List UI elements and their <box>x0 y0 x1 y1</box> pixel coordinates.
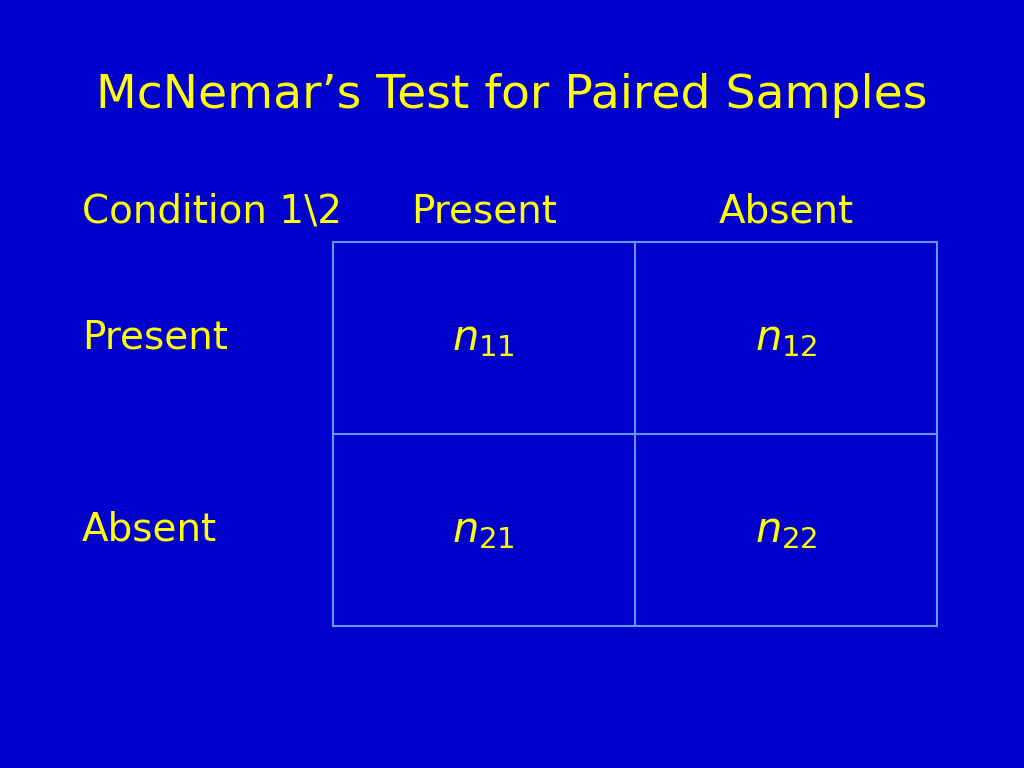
Text: Condition 1\2: Condition 1\2 <box>82 192 342 230</box>
Text: $n_{12}$: $n_{12}$ <box>755 317 817 359</box>
Text: $n_{22}$: $n_{22}$ <box>755 509 817 551</box>
Text: Absent: Absent <box>82 511 217 549</box>
Text: $n_{21}$: $n_{21}$ <box>453 509 515 551</box>
Text: McNemar’s Test for Paired Samples: McNemar’s Test for Paired Samples <box>96 74 928 118</box>
Text: Present: Present <box>411 192 557 230</box>
Bar <box>333 242 937 626</box>
Text: $n_{11}$: $n_{11}$ <box>453 317 515 359</box>
Text: Absent: Absent <box>719 192 853 230</box>
Text: Present: Present <box>82 319 227 357</box>
